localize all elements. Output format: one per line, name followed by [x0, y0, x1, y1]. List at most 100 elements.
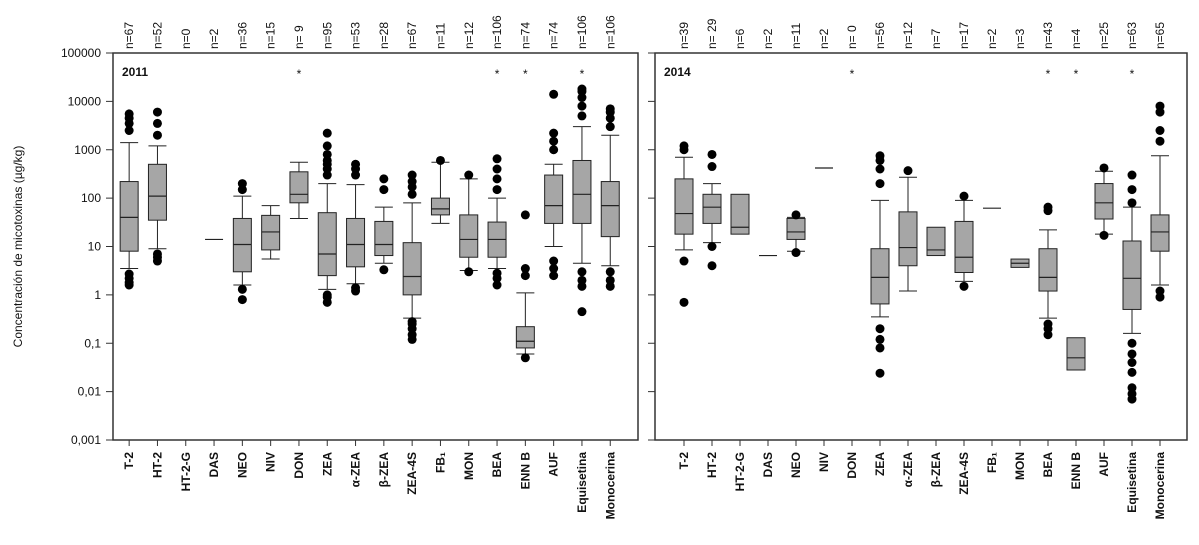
- outlier: [435, 155, 445, 165]
- outlier: [1099, 230, 1109, 240]
- category-label: HT-2-G: [733, 452, 747, 491]
- outlier: [492, 280, 502, 290]
- category-label: AUF: [547, 452, 561, 477]
- outlier: [1155, 286, 1165, 296]
- n-label: n=25: [1097, 22, 1111, 49]
- outlier: [379, 174, 389, 184]
- outlier: [464, 170, 474, 180]
- outlier: [875, 343, 885, 353]
- box: [1094, 183, 1114, 220]
- outlier: [407, 177, 417, 187]
- n-label: n=2: [985, 28, 999, 49]
- outlier: [1127, 338, 1137, 348]
- outlier: [577, 267, 587, 277]
- outlier: [875, 179, 885, 189]
- outlier: [577, 84, 587, 94]
- significance-marker: *: [1046, 67, 1051, 81]
- outlier: [875, 324, 885, 334]
- n-label: n=52: [150, 22, 164, 49]
- box: [119, 181, 139, 252]
- box: [1038, 248, 1058, 292]
- category-label: T-2: [122, 452, 136, 470]
- category-label: DAS: [761, 452, 775, 477]
- y-tick-label: 10000: [68, 94, 102, 108]
- category-label: Monocerina: [1153, 452, 1167, 520]
- significance-marker: *: [495, 67, 500, 81]
- box: [954, 220, 974, 274]
- outlier: [707, 149, 717, 159]
- box: [544, 174, 564, 224]
- y-tick-label: 100: [81, 191, 101, 205]
- box: [430, 197, 450, 216]
- outlier: [124, 109, 134, 119]
- category-label: ZEA-4S: [957, 452, 971, 495]
- box: [926, 226, 946, 257]
- outlier: [407, 189, 417, 199]
- outlier: [124, 125, 134, 135]
- outlier: [379, 265, 389, 275]
- category-label: AUF: [1097, 452, 1111, 477]
- outlier: [1127, 349, 1137, 359]
- n-label: n= 0: [845, 25, 859, 49]
- category-label: NIV: [817, 452, 831, 472]
- category-label: ENN B: [1069, 452, 1083, 490]
- box: [147, 163, 167, 221]
- category-label: MON: [462, 452, 476, 480]
- n-label: n=106: [575, 15, 589, 49]
- panel-title: 2011: [122, 65, 148, 79]
- n-label: n=74: [518, 22, 532, 49]
- category-label: HT-2: [150, 452, 164, 478]
- outlier: [903, 166, 913, 176]
- significance-marker: *: [580, 67, 585, 81]
- category-label: Monocerina: [603, 452, 617, 520]
- category-label: ZEA: [873, 452, 887, 476]
- n-label: n=67: [405, 22, 419, 49]
- y-tick-label: 0,1: [84, 336, 101, 350]
- outlier: [605, 122, 615, 132]
- y-tick-label: 100000: [61, 46, 101, 60]
- category-label: Equisetina: [1125, 452, 1139, 513]
- n-label: n=53: [349, 22, 363, 49]
- outlier: [322, 141, 332, 151]
- n-label: n= 29: [705, 18, 719, 49]
- outlier: [237, 284, 247, 294]
- outlier: [492, 268, 502, 278]
- outlier: [875, 164, 885, 174]
- outlier: [875, 368, 885, 378]
- n-label: n=28: [377, 22, 391, 49]
- category-label: DON: [845, 452, 859, 479]
- outlier: [549, 145, 559, 155]
- outlier: [322, 128, 332, 138]
- outlier: [237, 179, 247, 189]
- category-label: DAS: [207, 452, 221, 477]
- outlier: [1155, 101, 1165, 111]
- category-label: NIV: [264, 452, 278, 472]
- box: [600, 181, 620, 238]
- box: [261, 214, 281, 251]
- outlier: [1127, 358, 1137, 368]
- outlier: [1155, 125, 1165, 135]
- n-label: n=63: [1125, 22, 1139, 49]
- category-label: NEO: [235, 452, 249, 478]
- outlier: [605, 275, 615, 285]
- category-label: DON: [292, 452, 306, 479]
- n-label: n=2: [207, 28, 221, 49]
- outlier: [959, 191, 969, 201]
- box: [515, 326, 535, 349]
- outlier: [1043, 202, 1053, 212]
- box: [786, 217, 806, 240]
- n-label: n=106: [490, 15, 504, 49]
- category-label: BEA: [1041, 452, 1055, 478]
- outlier: [577, 101, 587, 111]
- n-label: n=6: [733, 28, 747, 49]
- n-label: n=95: [320, 22, 334, 49]
- outlier: [492, 164, 502, 174]
- n-label: n=12: [901, 22, 915, 49]
- category-label: ZEA: [320, 452, 334, 476]
- outlier: [959, 281, 969, 291]
- outlier: [549, 89, 559, 99]
- outlier: [1127, 185, 1137, 195]
- outlier: [679, 256, 689, 266]
- y-tick-label: 0,01: [78, 385, 102, 399]
